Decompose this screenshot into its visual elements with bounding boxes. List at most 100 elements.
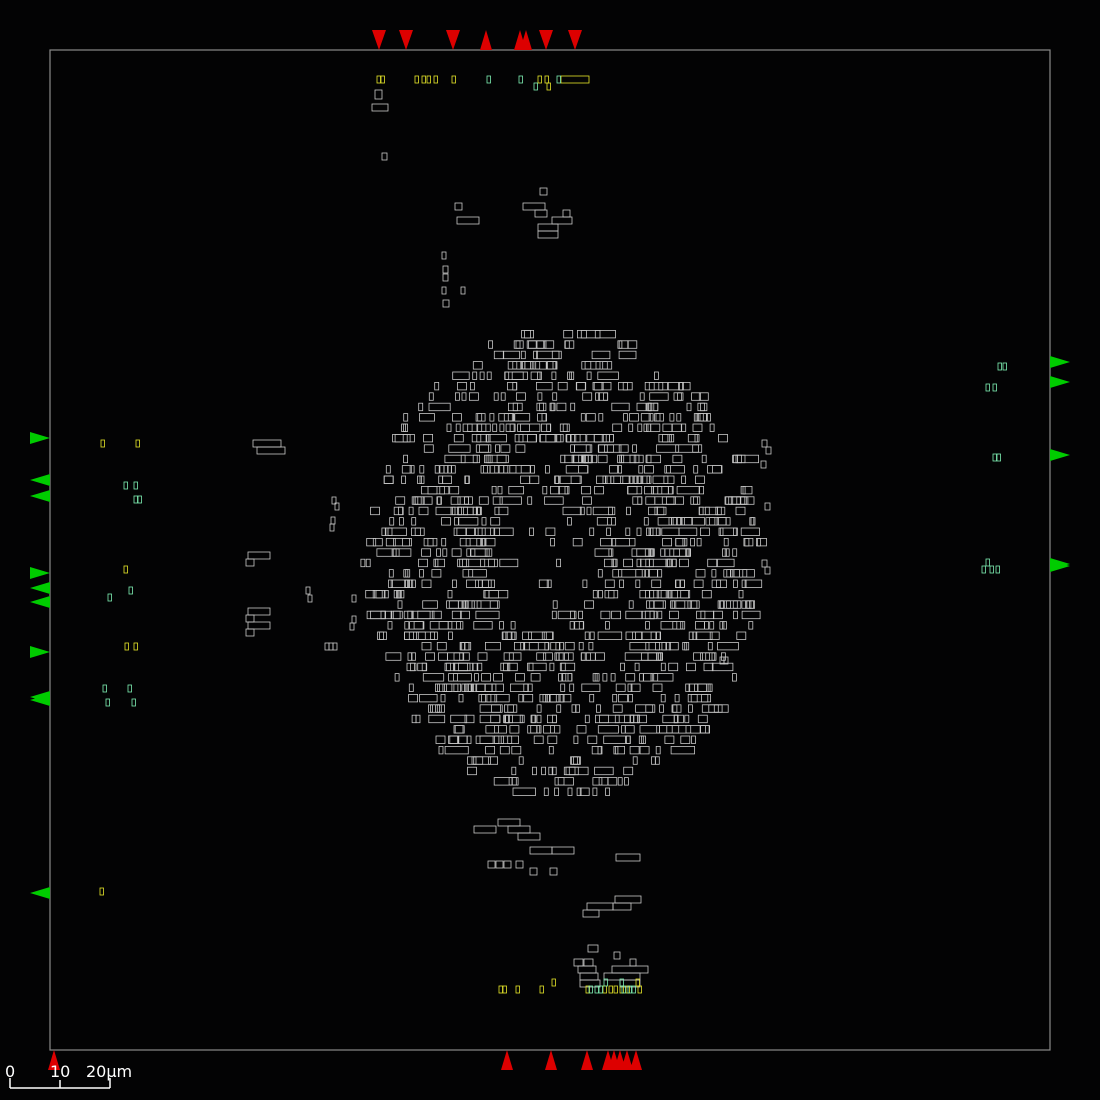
std-cell xyxy=(442,548,448,557)
std-cell xyxy=(460,454,481,464)
std-cell xyxy=(696,538,702,547)
std-cell xyxy=(370,506,380,516)
std-cell xyxy=(620,662,625,672)
std-cell xyxy=(511,766,517,776)
io-cell-yellow xyxy=(613,985,618,994)
std-cell xyxy=(557,381,568,391)
std-cell xyxy=(417,610,435,620)
std-cell xyxy=(539,694,564,703)
std-cell xyxy=(497,818,521,827)
std-cell xyxy=(700,725,710,734)
std-cell xyxy=(537,230,559,239)
io-cell-yellow xyxy=(585,985,590,994)
io-pin-right xyxy=(1050,449,1070,461)
std-cell xyxy=(579,979,601,988)
std-cell xyxy=(684,714,690,724)
std-cell xyxy=(611,610,621,620)
std-cell xyxy=(744,538,750,547)
std-cell xyxy=(476,423,487,432)
std-cell xyxy=(628,694,633,703)
std-cell xyxy=(709,621,715,630)
std-cell xyxy=(570,433,581,443)
std-cell xyxy=(690,538,695,547)
std-cell xyxy=(537,392,543,401)
std-cell xyxy=(687,600,698,609)
std-cell xyxy=(453,673,472,682)
std-cell xyxy=(492,423,498,432)
std-cell xyxy=(541,766,546,776)
std-cell xyxy=(570,444,575,453)
std-cell xyxy=(439,485,450,495)
std-cell xyxy=(692,423,703,432)
std-cell xyxy=(473,825,497,834)
std-cell xyxy=(651,579,662,588)
std-cell xyxy=(509,683,529,692)
std-cell xyxy=(581,361,592,370)
std-cell xyxy=(419,694,438,703)
std-cell xyxy=(669,548,691,557)
io-pin-right xyxy=(1050,376,1070,388)
std-cell xyxy=(469,548,493,557)
std-cell xyxy=(624,725,635,734)
std-cell xyxy=(483,590,499,599)
std-cell xyxy=(375,590,386,599)
std-cell xyxy=(507,704,518,713)
io-cell-green xyxy=(1002,362,1007,371)
std-cell xyxy=(674,714,684,724)
std-cell xyxy=(536,725,542,734)
std-cell xyxy=(603,392,608,401)
std-cell xyxy=(556,558,561,568)
std-cell xyxy=(507,735,513,744)
std-cell xyxy=(555,642,561,651)
std-cell xyxy=(686,548,691,557)
std-cell xyxy=(481,517,487,526)
std-cell xyxy=(618,569,643,578)
std-cell xyxy=(586,506,592,516)
std-cell xyxy=(749,517,755,526)
std-cell xyxy=(578,642,584,651)
std-cell xyxy=(549,662,555,672)
std-cell xyxy=(488,340,494,349)
std-cell xyxy=(504,714,523,724)
std-cell xyxy=(507,413,513,422)
io-cell-green xyxy=(107,593,112,602)
std-cell xyxy=(438,746,444,755)
std-cell xyxy=(478,694,498,703)
std-cell xyxy=(579,787,590,796)
std-cell xyxy=(585,444,591,453)
std-cell xyxy=(529,475,540,484)
io-cell-green xyxy=(992,453,997,462)
std-cell xyxy=(549,694,560,703)
std-cell xyxy=(451,579,457,588)
std-cell xyxy=(648,569,658,578)
std-cell xyxy=(385,465,391,474)
std-cell xyxy=(617,777,623,786)
std-cell xyxy=(480,558,496,568)
std-cell xyxy=(468,392,479,401)
std-cell xyxy=(580,329,601,339)
std-cell xyxy=(632,756,638,765)
std-cell xyxy=(476,683,493,692)
io-pin-left xyxy=(30,490,50,502)
std-cell xyxy=(598,444,622,453)
std-cell xyxy=(700,527,710,536)
std-cell xyxy=(365,590,376,599)
std-cell xyxy=(597,454,608,464)
std-cell xyxy=(671,600,692,609)
std-cell xyxy=(461,600,467,609)
std-cell xyxy=(749,600,754,609)
std-cell xyxy=(675,600,686,609)
std-cell xyxy=(485,454,491,464)
std-cell xyxy=(418,402,424,412)
std-cell xyxy=(645,704,656,713)
io-cell-green xyxy=(133,495,138,504)
std-cell xyxy=(499,423,505,432)
std-cell xyxy=(428,402,451,412)
std-cell xyxy=(654,371,659,380)
std-cell xyxy=(479,444,489,453)
std-cell xyxy=(586,902,614,911)
std-cell xyxy=(750,517,756,526)
std-cell xyxy=(694,433,700,443)
std-cell xyxy=(479,371,485,380)
std-cell xyxy=(395,496,406,505)
